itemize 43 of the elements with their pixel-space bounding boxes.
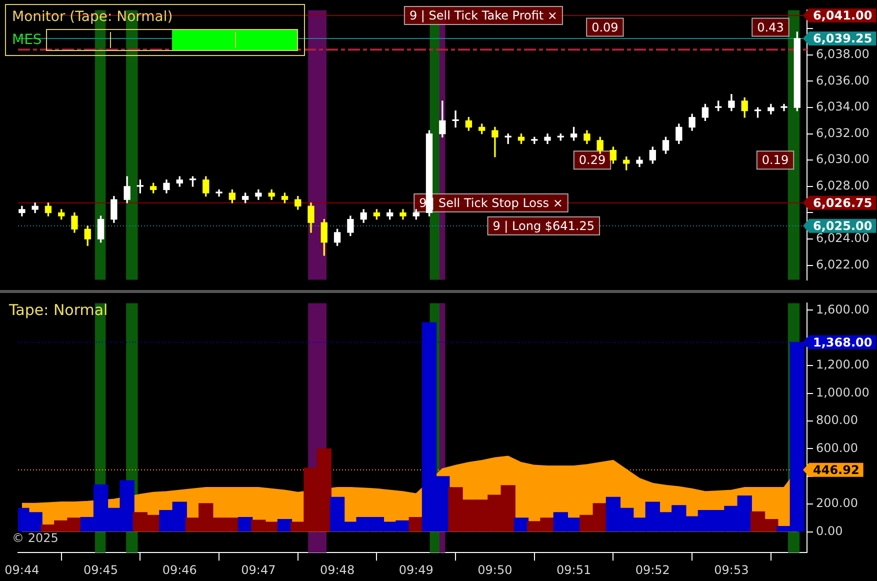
x-tick-label: 09:49 bbox=[398, 562, 434, 577]
annotation: 0.19 bbox=[762, 153, 789, 168]
ref-line-label: 6,041.00 bbox=[813, 8, 872, 23]
annotation: 0.09 bbox=[592, 20, 618, 34]
y-tick-label: 6,030.00 bbox=[816, 152, 870, 166]
y-tick-label: 6,034.00 bbox=[816, 100, 870, 114]
y-tick-label: 0.00 bbox=[816, 524, 843, 538]
y-tick-label: 6,028.00 bbox=[816, 178, 870, 193]
y-tick-label: 800.00 bbox=[816, 413, 858, 428]
candlestick bbox=[492, 126, 498, 158]
y-tick-label: 600.00 bbox=[816, 440, 858, 455]
y-tick-label: 1,200.00 bbox=[816, 358, 870, 372]
x-tick-label: 09:45 bbox=[83, 562, 118, 577]
ref-line-label: 6,039.25 bbox=[813, 32, 872, 46]
bar bbox=[277, 519, 292, 532]
x-tick-label: 09:50 bbox=[478, 562, 512, 577]
y-tick-label: 6,032.00 bbox=[816, 126, 870, 140]
annotation: © 2025 bbox=[12, 531, 58, 545]
x-tick-label: 09:53 bbox=[714, 562, 749, 577]
y-tick-label: 200.00 bbox=[816, 496, 858, 510]
x-tick-label: 09:52 bbox=[635, 562, 670, 577]
y-tick-label: 6,036.00 bbox=[816, 73, 870, 88]
y-tick-label: 1,600.00 bbox=[816, 302, 870, 316]
ref-line-label: 446.92 bbox=[813, 463, 860, 478]
bar bbox=[514, 518, 529, 532]
x-tick-label: 09:46 bbox=[162, 562, 197, 577]
ref-line-label: 1,368.00 bbox=[813, 335, 872, 350]
annotation: 9 | Long $641.25 bbox=[492, 219, 595, 234]
candlestick bbox=[452, 110, 459, 128]
chart-title: Tape: Normal bbox=[9, 301, 108, 319]
x-tick-label: 09:51 bbox=[556, 562, 592, 577]
x-tick-label: 09:48 bbox=[320, 562, 355, 577]
y-tick-label: 6,022.00 bbox=[816, 257, 870, 272]
y-tick-label: 6,024.00 bbox=[816, 231, 870, 246]
x-tick-label: 09:44 bbox=[4, 562, 40, 577]
ref-line-label: 6,026.75 bbox=[813, 196, 872, 210]
y-tick-label: 1,000.00 bbox=[816, 385, 870, 400]
annotation: 0.43 bbox=[757, 20, 784, 34]
annotation: 0.29 bbox=[578, 153, 606, 168]
annotation: 9 | Sell Tick Take Profit × bbox=[409, 8, 558, 23]
ref-line-label: 6,025.00 bbox=[813, 219, 872, 234]
y-tick-label: 6,038.00 bbox=[816, 47, 870, 62]
x-tick-label: 09:47 bbox=[241, 562, 276, 577]
